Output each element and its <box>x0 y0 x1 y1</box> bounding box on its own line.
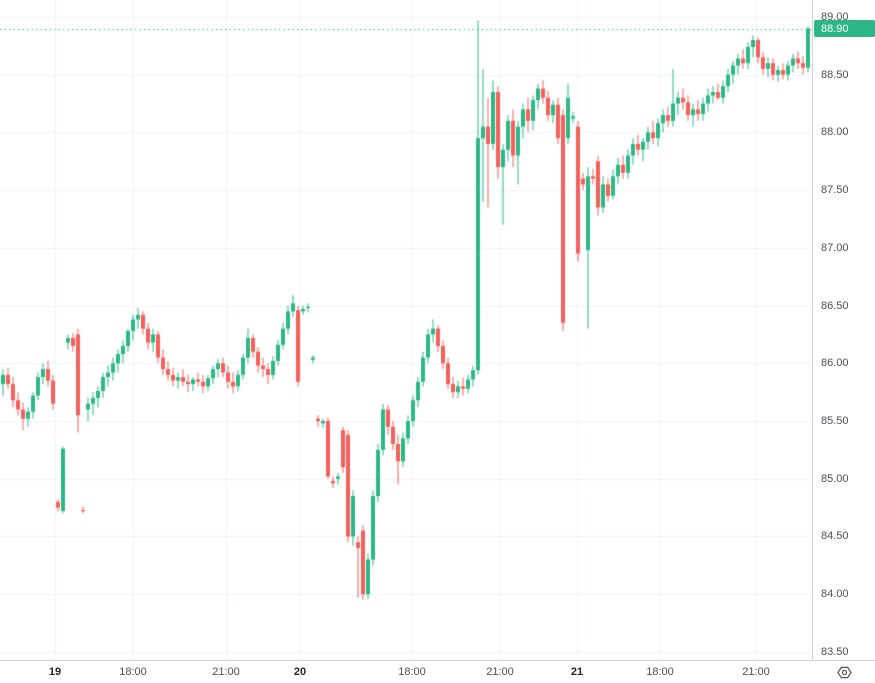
gear-icon <box>836 666 852 678</box>
price-axis-label: 88.50 <box>821 68 849 81</box>
price-axis-label: 88.00 <box>821 126 849 139</box>
price-axis-label: 84.00 <box>821 588 849 601</box>
current-price-value: 88.90 <box>821 22 849 35</box>
time-axis-label: 21:00 <box>742 666 770 678</box>
current-price-tag: 88.90 <box>814 20 875 37</box>
time-axis-label: 18:00 <box>398 666 426 678</box>
price-axis-label: 86.00 <box>821 357 849 370</box>
price-chart-canvas[interactable] <box>0 0 812 660</box>
price-axis-label: 89.00 <box>821 10 849 23</box>
price-axis-label: 85.50 <box>821 415 849 428</box>
time-axis-label: 19 <box>48 666 62 678</box>
time-axis-label: 21:00 <box>486 666 514 678</box>
time-axis-label: 20 <box>293 666 307 678</box>
price-axis-label: 87.00 <box>821 241 849 254</box>
price-axis-label: 85.00 <box>821 472 849 485</box>
chart-settings-button[interactable] <box>813 661 875 683</box>
price-axis-label: 83.50 <box>821 645 849 658</box>
price-axis-label: 84.50 <box>821 530 849 543</box>
time-axis-label: 21 <box>570 666 584 678</box>
price-axis-label: 87.50 <box>821 184 849 197</box>
price-axis[interactable]: 89.00 88.50 88.00 87.50 87.00 86.50 86.00 85.50… <box>812 0 875 660</box>
time-axis-label: 21:00 <box>212 666 240 678</box>
time-axis-label: 18:00 <box>119 666 147 678</box>
price-axis-label: 86.50 <box>821 299 849 312</box>
time-axis[interactable]: 19 18:00 21:00 20 18:00 21:00 21 18:00 21:00 <box>0 661 812 683</box>
time-axis-border <box>0 660 875 661</box>
time-axis-label: 18:00 <box>646 666 674 678</box>
